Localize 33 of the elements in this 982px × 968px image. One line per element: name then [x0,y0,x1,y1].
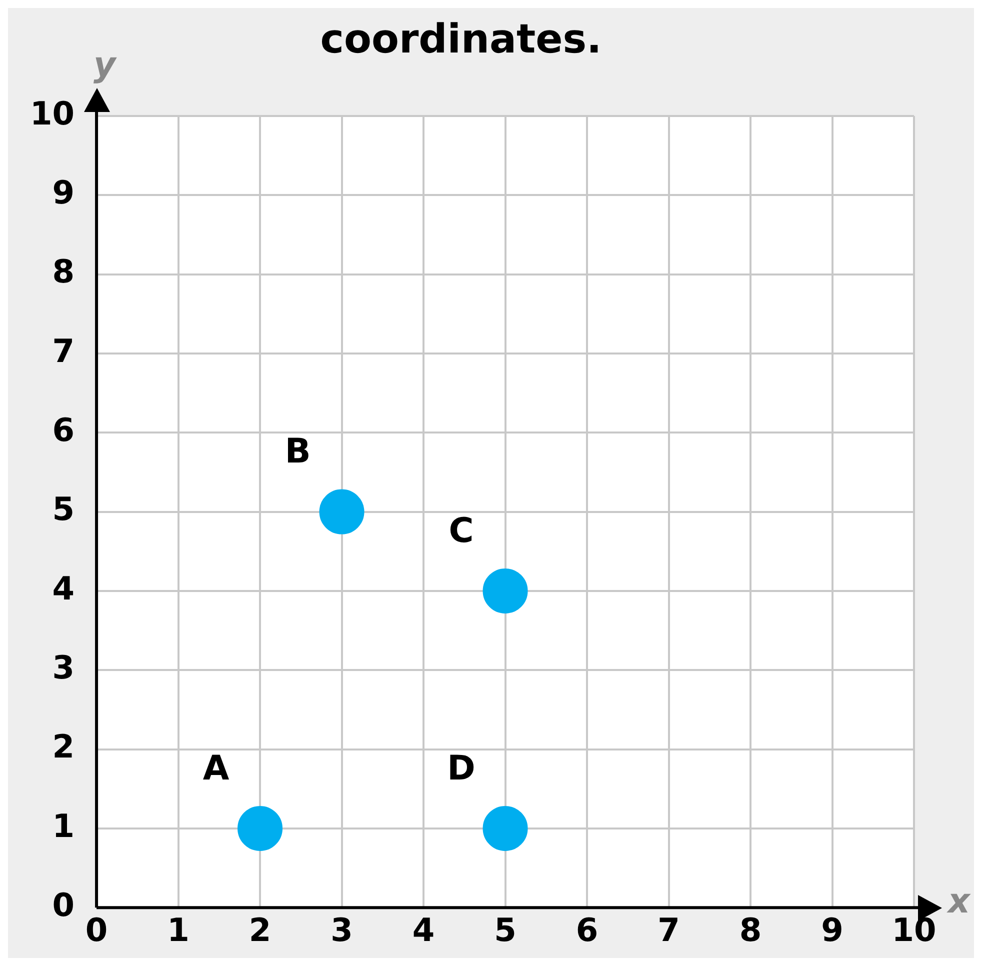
x-tick-label: 5 [494,911,516,950]
annotation: A [202,748,230,788]
annotation: D [447,748,476,788]
y-tick-label: 3 [52,648,75,686]
y-tick-label: 8 [52,252,75,291]
x-tick-label: 3 [330,911,353,950]
x-axis-title: x [946,881,971,922]
y-tick-label: 2 [52,728,75,766]
x-tick-label: 6 [576,911,598,950]
y-tick-label: 4 [52,569,75,608]
x-tick-label: 10 [892,911,936,950]
y-tick-label: 1 [52,806,75,845]
point [482,806,528,851]
y-tick-label: 0 [52,886,75,924]
x-tick-label: 1 [167,911,190,950]
point [319,489,364,534]
annotation: B [284,432,311,472]
x-tick-label: 0 [85,911,108,950]
annotation: C [448,510,474,551]
chart-title: coordinates. [320,16,602,62]
x-tick-label: 9 [821,911,844,950]
point [482,568,528,614]
y-tick-label: 6 [52,410,75,449]
y-tick-label: 9 [52,173,75,212]
y-tick-label: 10 [30,94,75,132]
y-tick-label: 5 [52,490,75,528]
x-tick-label: 7 [658,911,680,950]
x-tick-label: 2 [248,911,272,950]
y-tick-label: 7 [52,332,75,370]
x-tick-label: 4 [412,911,435,950]
point [238,806,283,851]
y-axis-title: y [93,44,118,85]
x-tick-label: 8 [739,911,762,950]
